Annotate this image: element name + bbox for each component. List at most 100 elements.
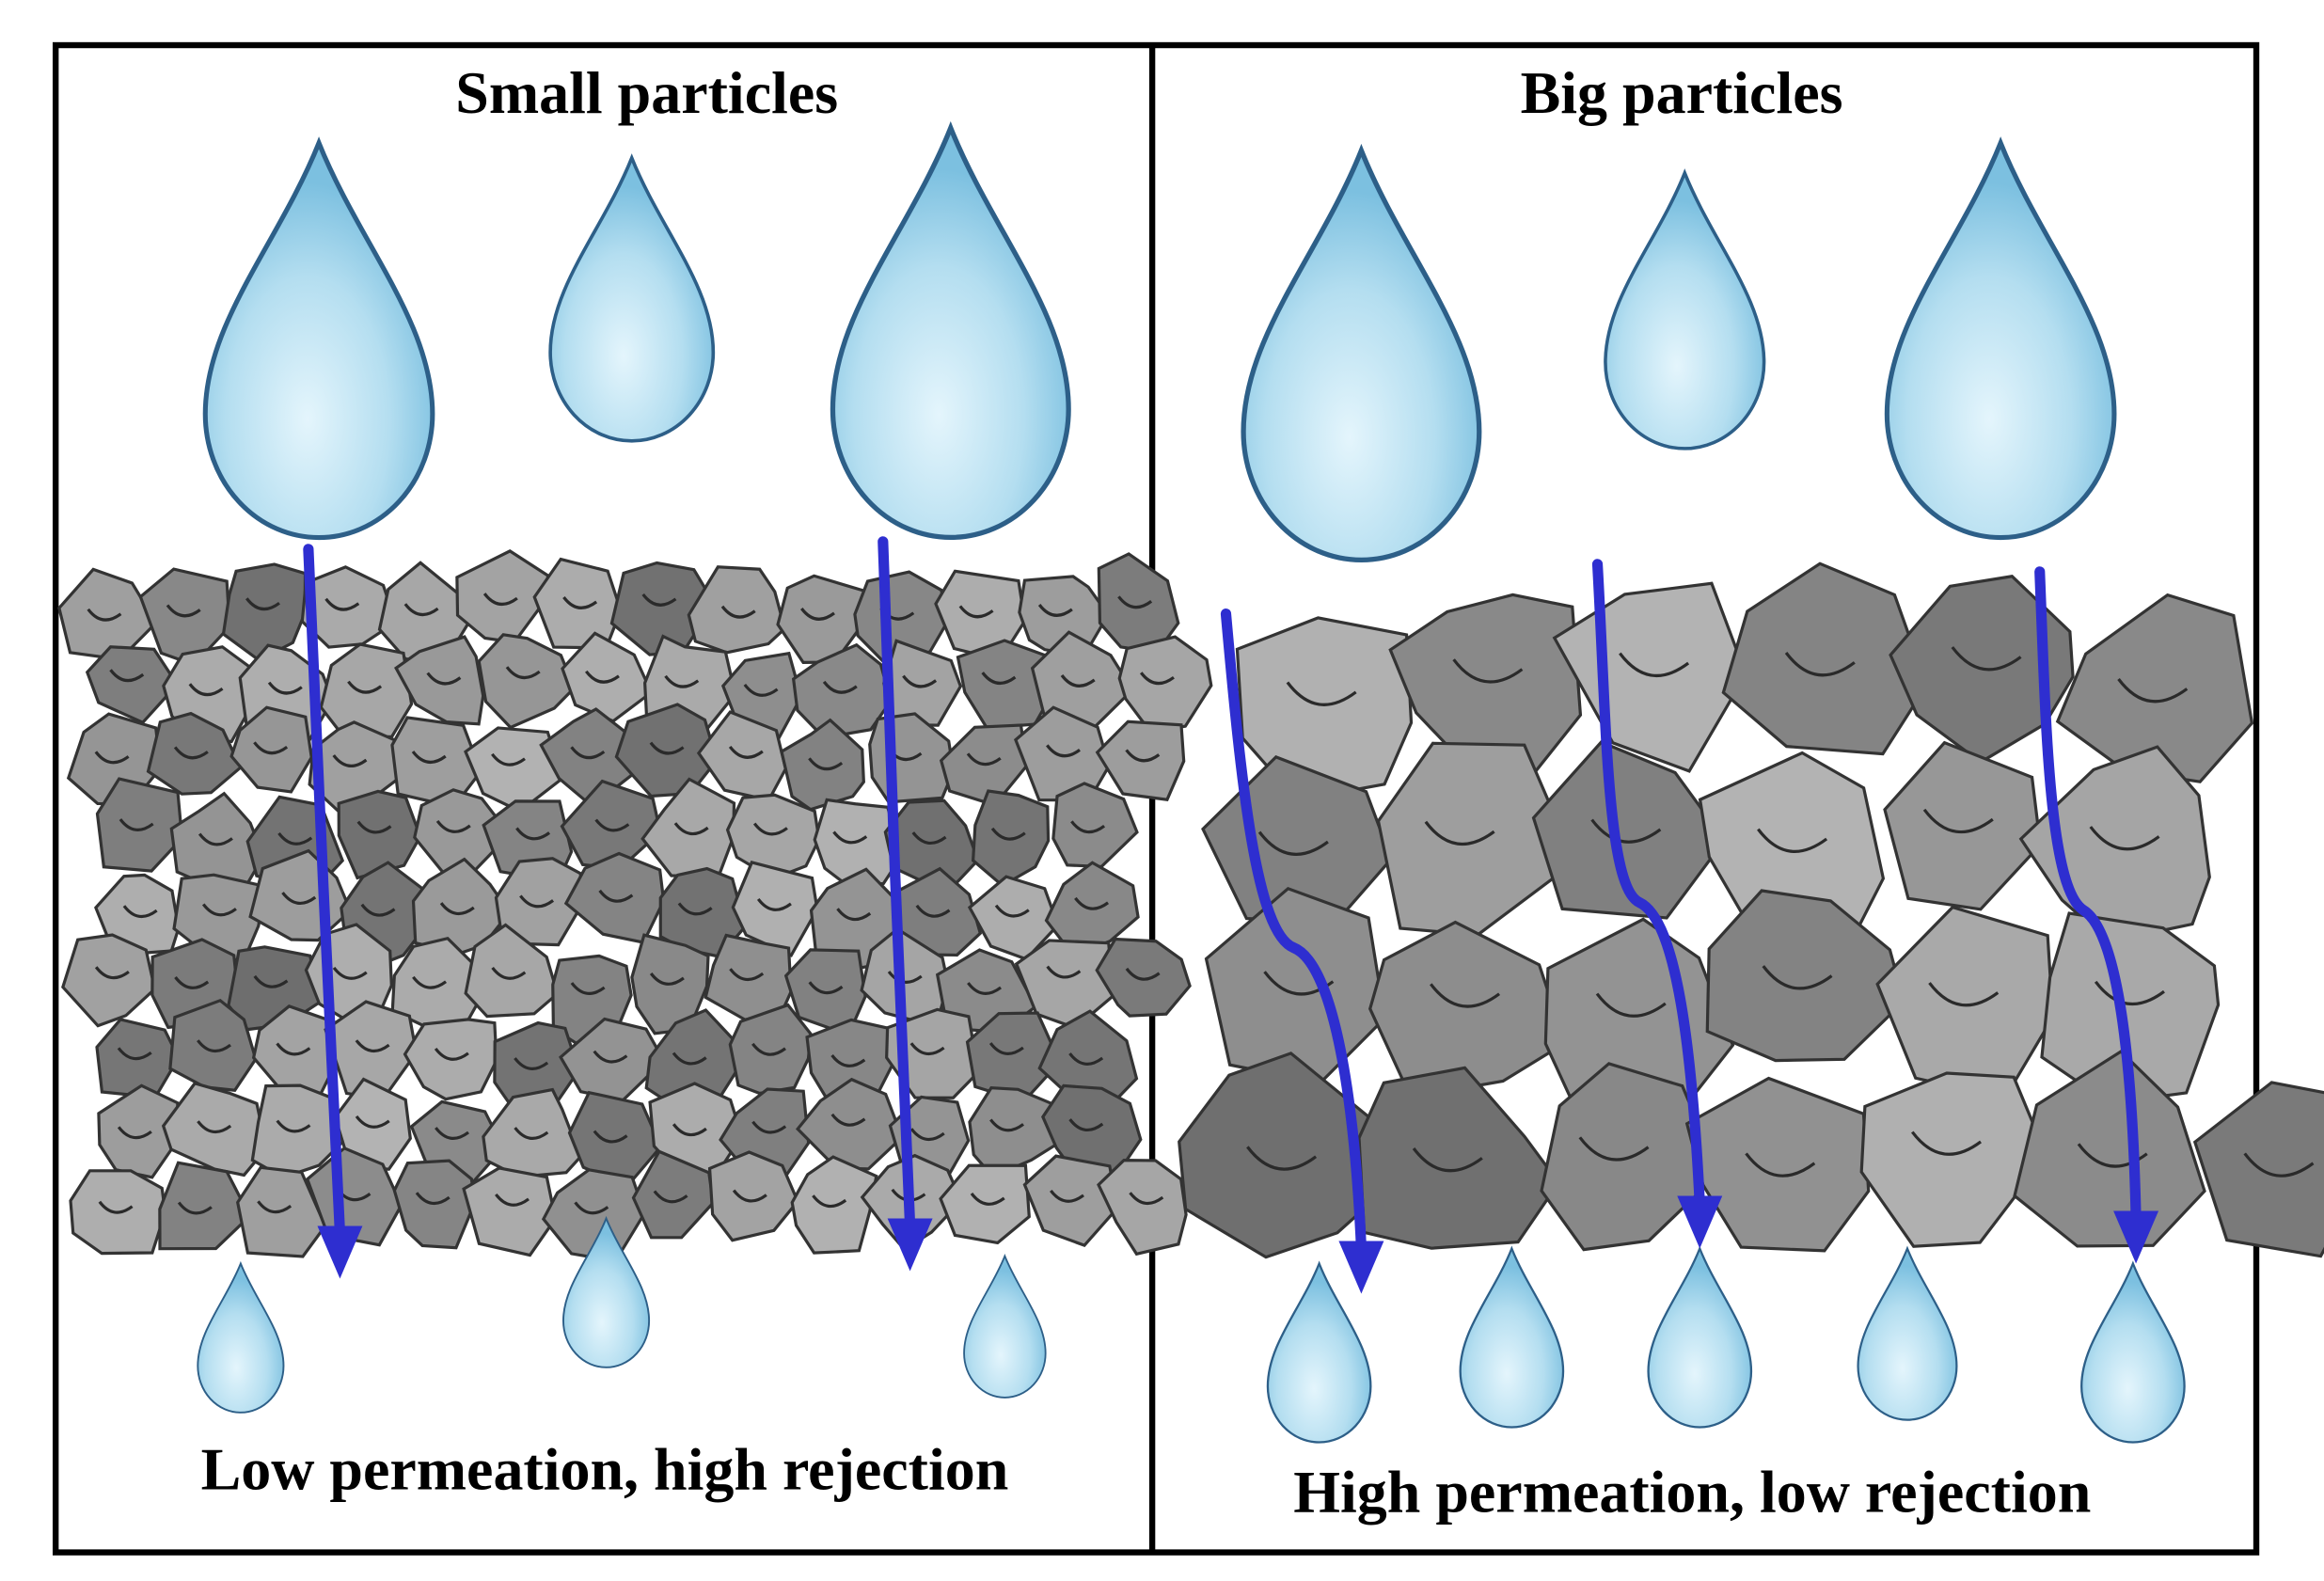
particle-crease xyxy=(435,1127,469,1140)
particle-crease xyxy=(491,752,526,767)
panel-caption: Low permeation, high rejection xyxy=(201,1435,1009,1502)
particle-crease xyxy=(98,1200,134,1214)
particle xyxy=(305,1146,403,1247)
particle-crease xyxy=(911,831,947,845)
particle-crease xyxy=(641,593,677,607)
particle-crease xyxy=(355,1115,390,1129)
particle-crease xyxy=(909,1128,945,1142)
particle-crease xyxy=(515,827,551,841)
particle-crease xyxy=(1578,1136,1650,1162)
particle-crease xyxy=(594,818,630,832)
particle-crease xyxy=(355,1039,390,1052)
particle xyxy=(1097,1159,1188,1257)
particle-crease xyxy=(117,1047,152,1061)
particle-crease xyxy=(332,966,368,980)
particle xyxy=(494,857,582,947)
particle xyxy=(1705,889,1906,1063)
particle xyxy=(229,705,313,794)
particle-crease xyxy=(649,741,685,755)
particle-crease xyxy=(267,681,303,695)
particle-crease xyxy=(122,905,158,919)
particle xyxy=(477,633,577,730)
flow-arrow xyxy=(1220,608,1368,1255)
arrow-head xyxy=(1338,1241,1384,1294)
particle-crease xyxy=(426,672,462,686)
particle-crease xyxy=(990,827,1026,841)
particle-crease xyxy=(324,597,360,611)
particle-crease xyxy=(411,751,447,764)
particle-crease xyxy=(276,1119,311,1133)
particle-crease xyxy=(1762,965,1833,990)
particle-crease xyxy=(1619,652,1690,677)
particle-crease xyxy=(1784,652,1856,677)
arrow-heads xyxy=(317,1195,2159,1294)
flow-arrow xyxy=(2034,566,2142,1225)
particle-crease xyxy=(808,757,844,771)
particle-crease xyxy=(1910,1130,1982,1156)
particle-crease xyxy=(519,894,555,909)
particle-crease xyxy=(1117,595,1153,609)
particle-crease xyxy=(276,1042,311,1056)
particle-crease xyxy=(751,1120,787,1134)
particle-crease xyxy=(732,1189,767,1203)
particle-crease xyxy=(800,607,835,621)
particle xyxy=(161,1082,268,1178)
particle-crease xyxy=(1257,830,1329,856)
particle-crease xyxy=(752,822,788,836)
particle-crease xyxy=(1246,1146,1318,1171)
particle xyxy=(1357,1066,1561,1250)
particle-crease xyxy=(664,674,700,688)
particle-crease xyxy=(970,1192,1005,1206)
particle xyxy=(563,851,666,944)
particle-crease xyxy=(434,1047,469,1061)
particle xyxy=(1235,616,1414,802)
particle-crease xyxy=(729,968,765,982)
particle xyxy=(1883,740,2043,911)
particle-crease xyxy=(584,670,620,684)
particle-crease xyxy=(756,897,792,911)
particle-crease xyxy=(109,669,145,683)
particle-crease xyxy=(94,966,130,980)
particle xyxy=(1368,920,1568,1099)
particle-crease xyxy=(1757,828,1828,853)
particle-crease xyxy=(1928,982,2000,1007)
particle-crease xyxy=(1139,672,1175,686)
particle-crease xyxy=(720,605,756,619)
particle-crease xyxy=(1590,818,1662,844)
particle-crease xyxy=(598,889,634,903)
particle-crease xyxy=(1452,658,1524,684)
particle-crease xyxy=(1430,983,1501,1008)
particle-crease xyxy=(495,1193,530,1207)
particle-crease xyxy=(412,975,448,989)
flow-arrows xyxy=(303,536,2142,1255)
particle-crease xyxy=(94,751,130,765)
particle-crease xyxy=(482,593,518,606)
particle-crease xyxy=(981,672,1017,685)
particle-crease xyxy=(958,605,994,619)
particle xyxy=(158,1161,252,1251)
particle-crease xyxy=(966,752,1002,767)
arrow-head xyxy=(1677,1195,1723,1249)
particle-crease xyxy=(1951,646,2022,672)
particle-crease xyxy=(435,819,471,833)
particle-crease xyxy=(198,832,233,846)
particle-crease xyxy=(1125,967,1161,981)
particle xyxy=(707,1150,799,1242)
particle-crease xyxy=(174,975,210,989)
particle-crease xyxy=(2094,980,2165,1006)
particle-crease xyxy=(1412,1147,1483,1173)
particle-crease xyxy=(1070,820,1106,834)
particle-crease xyxy=(201,903,237,917)
arrow-head xyxy=(317,1225,363,1279)
particle xyxy=(146,711,243,796)
particle-crease xyxy=(672,1123,707,1137)
particle-crease xyxy=(1060,673,1096,688)
particle-crease xyxy=(832,830,868,845)
particle-crease xyxy=(245,597,280,611)
particle xyxy=(61,933,157,1028)
particle-crease xyxy=(415,1192,451,1205)
particle-crease xyxy=(277,831,313,846)
particle-crease xyxy=(1424,820,1495,846)
particle-crease xyxy=(253,974,289,988)
particle-crease xyxy=(403,603,439,617)
